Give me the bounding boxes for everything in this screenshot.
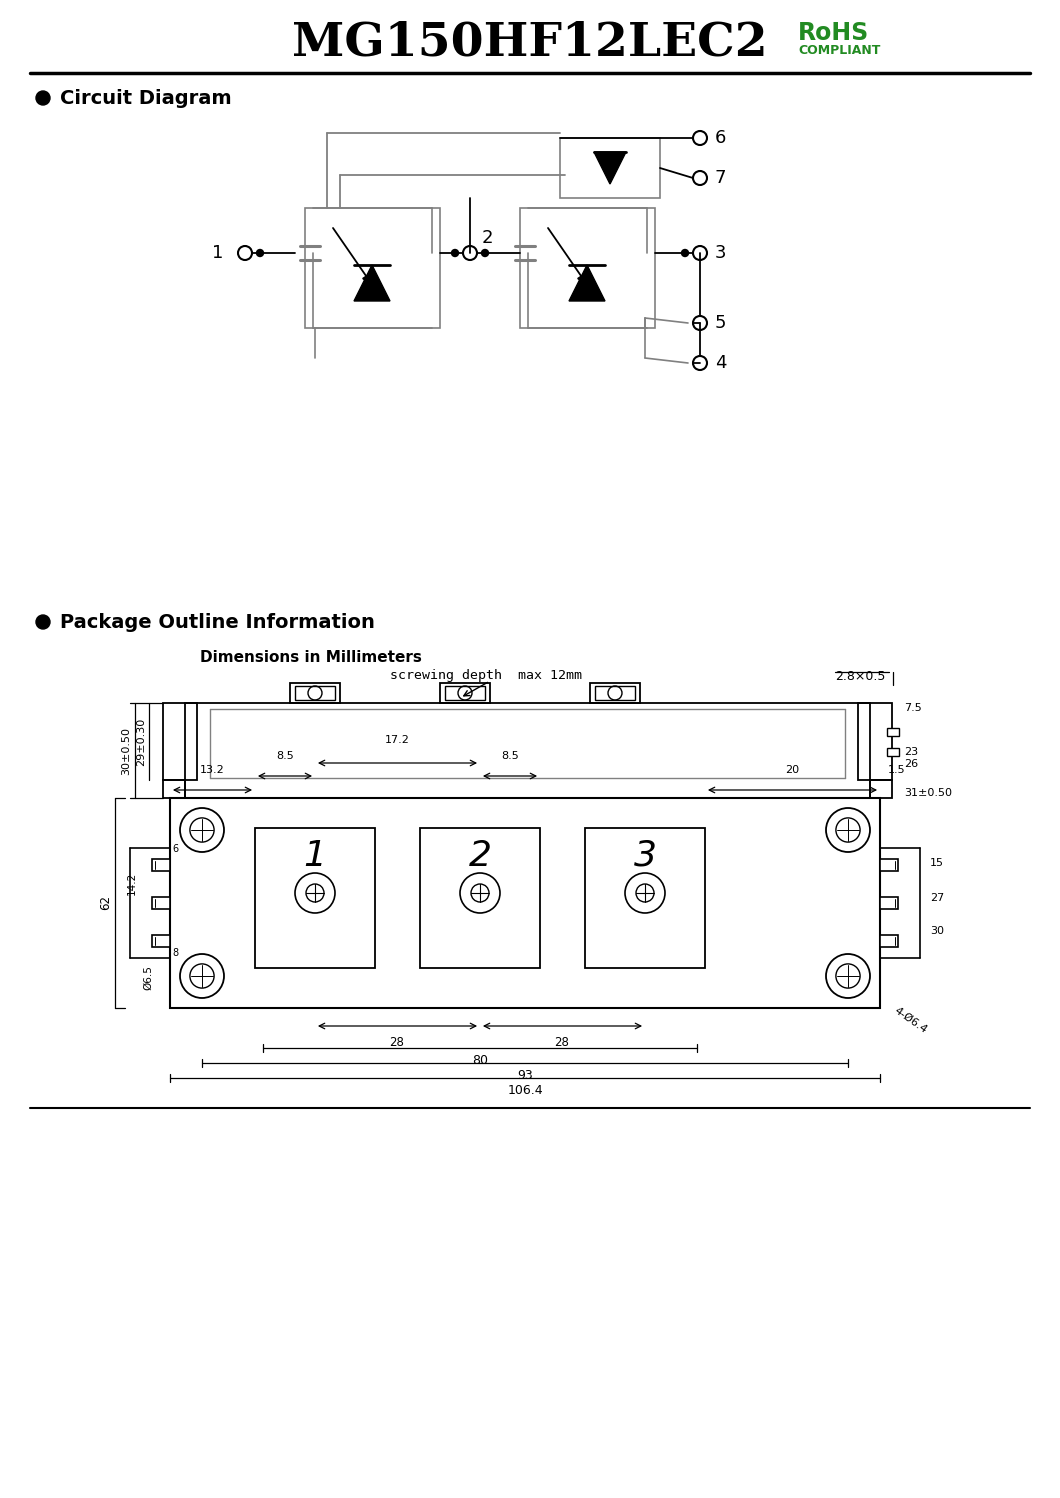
Text: 26: 26 bbox=[904, 759, 918, 768]
Polygon shape bbox=[569, 265, 605, 301]
Text: 27: 27 bbox=[930, 893, 944, 903]
Text: 1: 1 bbox=[303, 839, 326, 873]
Text: MG150HF12LEC2: MG150HF12LEC2 bbox=[293, 19, 767, 66]
Text: 80: 80 bbox=[472, 1055, 488, 1067]
Bar bbox=[186, 703, 870, 798]
Text: 4: 4 bbox=[716, 354, 726, 372]
Circle shape bbox=[826, 954, 870, 998]
Text: COMPLIANT: COMPLIANT bbox=[798, 45, 881, 57]
Text: 8.5: 8.5 bbox=[501, 750, 519, 761]
Text: 31±0.50: 31±0.50 bbox=[904, 788, 952, 798]
Bar bbox=[163, 703, 197, 780]
Text: 14.2: 14.2 bbox=[127, 872, 137, 894]
Text: 17.2: 17.2 bbox=[385, 736, 409, 745]
Polygon shape bbox=[594, 151, 626, 184]
Bar bbox=[870, 780, 893, 798]
Circle shape bbox=[636, 884, 654, 902]
Bar bbox=[170, 798, 880, 1008]
Text: 6: 6 bbox=[172, 843, 178, 854]
Text: 2: 2 bbox=[469, 839, 492, 873]
Text: screwing depth  max 12mm: screwing depth max 12mm bbox=[390, 670, 582, 683]
Text: 2: 2 bbox=[482, 229, 494, 247]
Bar bbox=[880, 897, 898, 909]
Bar bbox=[887, 748, 899, 756]
Bar bbox=[305, 208, 440, 328]
Bar bbox=[420, 828, 540, 968]
Bar bbox=[880, 858, 898, 870]
Bar bbox=[440, 683, 490, 703]
Text: 5: 5 bbox=[716, 315, 726, 333]
Circle shape bbox=[190, 963, 214, 989]
Text: Package Outline Information: Package Outline Information bbox=[60, 613, 375, 632]
Circle shape bbox=[481, 250, 489, 256]
Bar bbox=[887, 728, 899, 736]
Circle shape bbox=[180, 954, 224, 998]
Circle shape bbox=[682, 250, 689, 256]
Text: 29±0.30: 29±0.30 bbox=[136, 718, 146, 765]
Bar bbox=[520, 208, 655, 328]
Circle shape bbox=[452, 250, 459, 256]
Circle shape bbox=[36, 91, 50, 105]
Text: 1.5: 1.5 bbox=[888, 765, 905, 774]
Text: Dimensions in Millimeters: Dimensions in Millimeters bbox=[200, 650, 422, 665]
Bar bbox=[560, 138, 660, 198]
Circle shape bbox=[306, 884, 324, 902]
Circle shape bbox=[190, 818, 214, 842]
Text: 13.2: 13.2 bbox=[199, 765, 225, 774]
Text: 28: 28 bbox=[554, 1037, 569, 1049]
Text: 4-Ø6.4: 4-Ø6.4 bbox=[893, 1005, 929, 1035]
Text: 28: 28 bbox=[390, 1037, 405, 1049]
Text: 20: 20 bbox=[785, 765, 799, 774]
Bar bbox=[255, 828, 375, 968]
Circle shape bbox=[36, 616, 50, 629]
Text: 30±0.50: 30±0.50 bbox=[121, 727, 131, 774]
Bar bbox=[858, 703, 893, 780]
Text: Ø6.5: Ø6.5 bbox=[143, 966, 153, 990]
Text: 8.5: 8.5 bbox=[276, 750, 294, 761]
Bar bbox=[585, 828, 705, 968]
Text: 8: 8 bbox=[172, 948, 178, 959]
Text: RoHS: RoHS bbox=[798, 21, 869, 45]
Text: 2.8×0.5: 2.8×0.5 bbox=[835, 670, 885, 683]
Polygon shape bbox=[578, 274, 588, 286]
Circle shape bbox=[471, 884, 489, 902]
Text: 23: 23 bbox=[904, 748, 918, 756]
Text: Circuit Diagram: Circuit Diagram bbox=[60, 88, 232, 108]
Text: 7: 7 bbox=[716, 169, 726, 187]
Polygon shape bbox=[363, 274, 373, 286]
Bar bbox=[595, 686, 635, 700]
Polygon shape bbox=[354, 265, 390, 301]
Circle shape bbox=[836, 818, 860, 842]
Text: 15: 15 bbox=[930, 858, 944, 867]
Circle shape bbox=[460, 873, 500, 912]
Bar bbox=[445, 686, 485, 700]
Text: 7.5: 7.5 bbox=[904, 703, 922, 713]
Circle shape bbox=[836, 963, 860, 989]
Text: 6: 6 bbox=[716, 129, 726, 147]
Bar bbox=[295, 686, 335, 700]
Text: 3: 3 bbox=[716, 244, 726, 262]
Bar bbox=[163, 780, 186, 798]
Circle shape bbox=[295, 873, 335, 912]
Text: 62: 62 bbox=[99, 896, 112, 911]
Text: 106.4: 106.4 bbox=[507, 1085, 543, 1097]
Bar bbox=[880, 935, 898, 947]
Text: 1: 1 bbox=[212, 244, 223, 262]
Text: 93: 93 bbox=[517, 1070, 533, 1082]
Bar bbox=[152, 858, 170, 870]
Bar bbox=[290, 683, 340, 703]
Circle shape bbox=[180, 807, 224, 852]
Circle shape bbox=[826, 807, 870, 852]
Circle shape bbox=[257, 250, 264, 256]
Circle shape bbox=[625, 873, 665, 912]
Bar bbox=[590, 683, 640, 703]
Bar bbox=[152, 935, 170, 947]
Text: 3: 3 bbox=[634, 839, 656, 873]
Text: 30: 30 bbox=[930, 926, 944, 936]
Bar bbox=[152, 897, 170, 909]
